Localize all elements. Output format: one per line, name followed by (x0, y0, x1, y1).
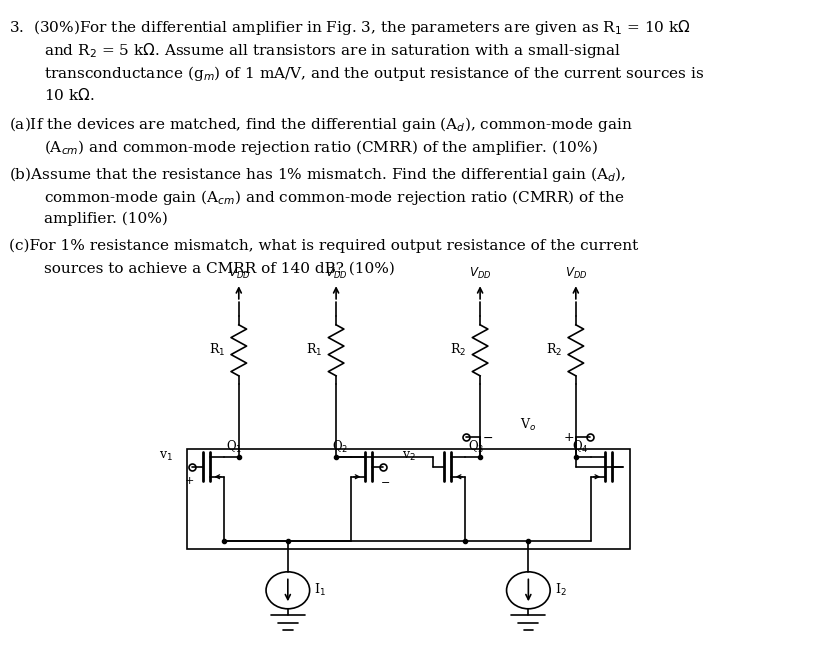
Text: Q$_1$: Q$_1$ (226, 439, 243, 455)
Text: and R$_2$ = 5 k$\Omega$. Assume all transistors are in saturation with a small-s: and R$_2$ = 5 k$\Omega$. Assume all tran… (44, 41, 622, 60)
Text: amplifier. (10%): amplifier. (10%) (44, 211, 168, 225)
Text: (c)For 1% resistance mismatch, what is required output resistance of the current: (c)For 1% resistance mismatch, what is r… (9, 239, 638, 253)
Text: (A$_{cm}$) and common-mode rejection ratio (CMRR) of the amplifier. (10%): (A$_{cm}$) and common-mode rejection rat… (44, 138, 598, 157)
Text: $V_{DD}$: $V_{DD}$ (565, 266, 587, 280)
Text: (a)If the devices are matched, find the differential gain (A$_d$), common-mode g: (a)If the devices are matched, find the … (9, 115, 633, 134)
Text: Q$_3$: Q$_3$ (468, 439, 484, 455)
Text: sources to achieve a CMRR of 140 dB? (10%): sources to achieve a CMRR of 140 dB? (10… (44, 261, 395, 276)
Text: 10 k$\Omega$.: 10 k$\Omega$. (44, 88, 95, 103)
Text: v$_2$: v$_2$ (402, 450, 416, 463)
Text: v$_1$: v$_1$ (159, 450, 172, 463)
Text: +: + (185, 477, 195, 487)
Text: R$_1$: R$_1$ (306, 342, 322, 358)
Text: V$_o$: V$_o$ (520, 417, 536, 433)
Text: $V_{DD}$: $V_{DD}$ (325, 266, 347, 280)
Text: transconductance (g$_m$) of 1 mA/V, and the output resistance of the current sou: transconductance (g$_m$) of 1 mA/V, and … (44, 64, 705, 83)
Text: (b)Assume that the resistance has 1% mismatch. Find the differential gain (A$_d$: (b)Assume that the resistance has 1% mis… (9, 165, 626, 184)
Text: $-$: $-$ (380, 477, 390, 487)
Text: 3.  (30%)For the differential amplifier in Fig. 3, the parameters are given as R: 3. (30%)For the differential amplifier i… (9, 18, 691, 37)
Text: common-mode gain (A$_{cm}$) and common-mode rejection ratio (CMRR) of the: common-mode gain (A$_{cm}$) and common-m… (44, 188, 625, 208)
Text: R$_1$: R$_1$ (209, 342, 225, 358)
Text: Q$_2$: Q$_2$ (332, 439, 349, 455)
Text: $V_{DD}$: $V_{DD}$ (469, 266, 491, 280)
Text: $+$: $+$ (563, 431, 574, 444)
Text: I$_1$: I$_1$ (314, 582, 326, 598)
Text: I$_2$: I$_2$ (555, 582, 567, 598)
Text: R$_2$: R$_2$ (450, 342, 466, 358)
Bar (186, 449, 631, 550)
Text: R$_2$: R$_2$ (546, 342, 562, 358)
Text: $V_{DD}$: $V_{DD}$ (228, 266, 250, 280)
Text: $-$: $-$ (482, 431, 493, 444)
Text: Q$_4$: Q$_4$ (572, 439, 588, 455)
